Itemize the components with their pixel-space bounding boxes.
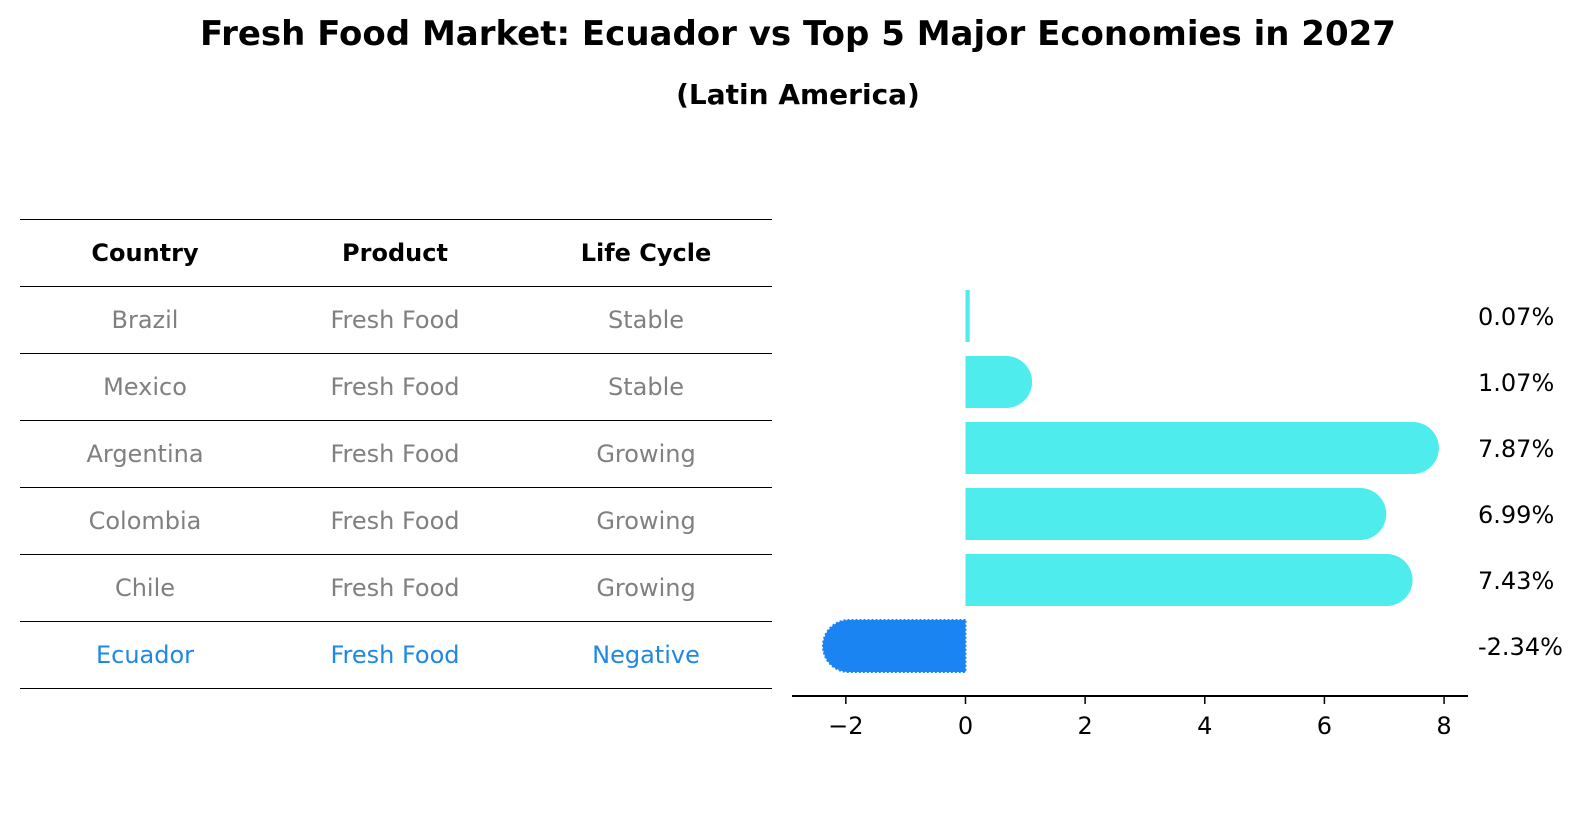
cell-country: Argentina	[86, 440, 204, 468]
header-product: Product	[342, 239, 448, 267]
data-label: 0.07%	[1478, 303, 1554, 331]
x-tick-label: −2	[828, 712, 863, 740]
bar	[965, 554, 1413, 606]
chart-title: Fresh Food Market: Ecuador vs Top 5 Majo…	[200, 14, 1396, 54]
bar	[821, 619, 967, 673]
cell-life-cycle: Stable	[607, 373, 685, 401]
chart-subtitle: (Latin America)	[676, 78, 920, 111]
bar	[965, 290, 970, 342]
x-tick-label: 2	[1077, 712, 1092, 740]
bar	[965, 356, 1033, 408]
table-row: Mexico Fresh Food Stable	[20, 353, 772, 420]
data-label: -2.34%	[1478, 633, 1563, 661]
cell-country: Colombia	[88, 507, 202, 535]
cell-life-cycle: Growing	[596, 507, 696, 535]
data-label: 7.87%	[1478, 435, 1554, 463]
cell-product: Fresh Food	[330, 373, 460, 401]
cell-product: Fresh Food	[330, 574, 460, 602]
cell-product: Fresh Food	[330, 306, 460, 334]
data-label: 1.07%	[1478, 369, 1554, 397]
cell-country: Mexico	[103, 373, 187, 401]
cell-country: Ecuador	[95, 641, 195, 669]
table-row-highlight: Ecuador Fresh Food Negative	[20, 621, 772, 689]
cell-life-cycle: Growing	[596, 574, 696, 602]
cell-product: Fresh Food	[330, 641, 460, 669]
cell-country: Chile	[114, 574, 176, 602]
table-row: Chile Fresh Food Growing	[20, 554, 772, 621]
data-table: Country Product Life Cycle Brazil Fresh …	[20, 219, 772, 689]
x-tick-label: 8	[1436, 712, 1451, 740]
table-row: Argentina Fresh Food Growing	[20, 420, 772, 487]
header-life-cycle: Life Cycle	[580, 239, 712, 267]
data-label: 6.99%	[1478, 501, 1554, 529]
cell-product: Fresh Food	[330, 440, 460, 468]
cell-product: Fresh Food	[330, 507, 460, 535]
x-tick-label: 6	[1317, 712, 1332, 740]
cell-life-cycle: Negative	[592, 641, 700, 669]
header-country: Country	[91, 239, 199, 267]
bar	[965, 488, 1387, 540]
cell-life-cycle: Growing	[596, 440, 696, 468]
bar	[965, 422, 1439, 474]
data-label: 7.43%	[1478, 567, 1554, 595]
x-tick-label: 4	[1197, 712, 1212, 740]
cell-life-cycle: Stable	[607, 306, 685, 334]
cell-country: Brazil	[111, 306, 179, 334]
table-header-row: Country Product Life Cycle	[20, 219, 772, 286]
table-row: Colombia Fresh Food Growing	[20, 487, 772, 554]
table-row: Brazil Fresh Food Stable	[20, 286, 772, 353]
x-tick-label: 0	[958, 712, 973, 740]
